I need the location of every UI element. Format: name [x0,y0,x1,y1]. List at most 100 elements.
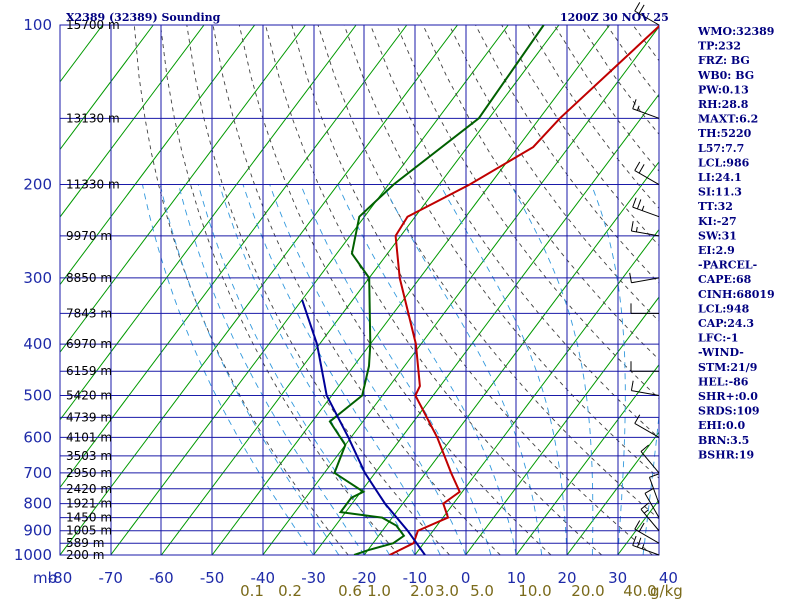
barb-feather [630,221,634,232]
wind-barb [634,414,660,438]
mixing-ratio-unit: g/kg [650,582,683,600]
parcel-line [301,299,426,555]
stat-line: SRDS:109 [698,405,760,418]
wind-barb [640,502,660,532]
moist-adiabat [642,410,659,555]
stat-line: FRZ: BG [698,54,750,67]
stat-line: SW:31 [698,229,737,242]
wind-barb [634,161,660,185]
barb-half-feather [641,544,645,550]
mixing-ratio-label: 2.0 [410,582,434,600]
height-label: 15700 m [66,18,120,32]
height-label: 11330 m [66,178,120,192]
mixing-ratio-label: 10.0 [518,582,551,600]
barb-shaft [644,493,660,518]
dry-adiabat [133,25,349,555]
stat-line: WMO:32389 [697,25,774,38]
mixing-ratio-label: 0.2 [278,582,302,600]
moist-adiabat [382,184,543,555]
dry-adiabat [212,25,501,555]
temperature-tick-label: -30 [301,569,326,587]
pressure-unit-label: mb [33,569,57,587]
pressure-tick-label: 1000 [14,546,52,564]
temperature-tick-label: -20 [352,569,377,587]
wind-barb [644,487,660,518]
barb-half-feather [643,509,649,514]
height-label: 4739 m [66,410,112,424]
stat-line: LCL:986 [698,156,750,169]
pressure-tick-label: 200 [23,176,52,194]
barb-feather [630,380,634,391]
mixing-ratio-label: 1.0 [367,582,391,600]
dry-adiabat [160,25,400,555]
height-label: 2420 m [66,482,112,496]
barb-shaft [634,10,660,26]
isotherm [363,161,659,555]
height-label: 13130 m [66,111,120,125]
stat-line: MAXT:6.2 [698,113,758,126]
height-label: 5420 m [66,388,112,402]
wind-barb [630,303,659,314]
barb-shaft [631,230,660,237]
isotherm [60,25,154,151]
barb-shaft [632,108,660,119]
height-label: 4101 m [66,430,112,444]
barb-feather [638,522,645,532]
barb-shaft [634,528,660,544]
stat-line: BSHR:19 [698,448,754,461]
stat-line: CINH:68019 [698,288,775,301]
stat-line: WB0: BG [697,69,754,82]
wind-barb [640,444,660,474]
barb-shaft [634,170,660,185]
mixing-ratio-label: 20.0 [571,582,604,600]
barb-shaft [631,390,660,396]
wind-barb [630,361,659,372]
barb-shaft [640,451,660,474]
wind-barb [630,221,660,237]
barb-feather [634,414,641,424]
isotherm [60,25,357,421]
temperature-tick-label: 40 [659,569,678,587]
stat-line: KI:-27 [698,215,737,228]
dry-adiabat [238,25,552,555]
pressure-tick-label: 800 [23,495,52,513]
barb-feather [640,502,649,510]
isotherm [60,25,205,218]
moist-adiabat [510,184,594,555]
stat-line: SHR+:0.0 [698,390,758,403]
barb-feather [634,161,641,171]
height-label: 7843 m [66,306,112,320]
background-lines [0,25,659,555]
moist-adiabat [242,184,441,555]
isotherm [414,228,659,555]
temperature-tick-label: 10 [507,569,526,587]
pressure-tick-label: 500 [23,386,52,404]
isotherm [160,25,560,555]
barb-feather [634,520,641,530]
mixing-ratio-label: 5.0 [470,582,494,600]
barb-feather [638,4,645,14]
stat-line: TT:32 [698,200,733,213]
height-label: 6159 m [66,364,112,378]
moist-adiabat [142,184,314,555]
moist-adiabat [219,184,416,555]
height-label: 1921 m [66,497,112,511]
mixing-ratio-label: 3.0 [435,582,459,600]
barb-shaft [632,544,660,556]
temperature-tick-label: -50 [200,569,225,587]
isotherm [0,25,1,555]
mixing-ratio-label: 40.0 [623,582,656,600]
dry-adiabat [317,25,659,520]
wind-barb [629,272,660,284]
wind-barb [632,197,660,218]
wind-barb [634,520,660,544]
mixing-ratio-label: 0.6 [338,582,362,600]
height-label: 200 m [66,548,104,562]
height-label: 1450 m [66,511,112,525]
barb-half-feather [636,105,640,111]
barb-shaft [632,206,660,218]
isotherm [60,25,256,286]
dewpoint-line [328,25,545,555]
stat-line: EI:2.9 [698,244,735,257]
